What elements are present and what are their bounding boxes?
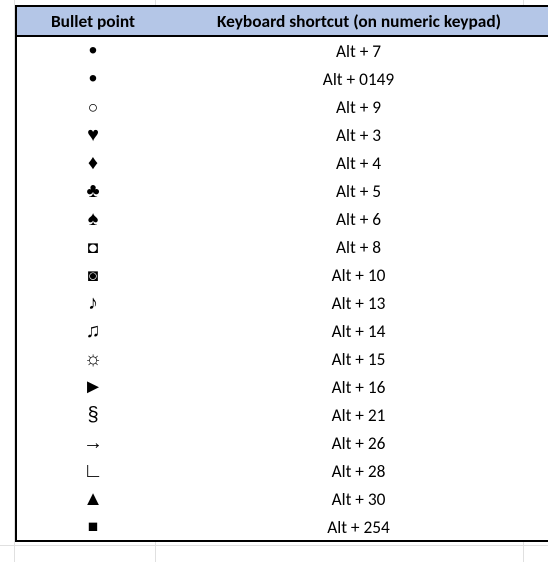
bullet-symbol-cell: ☼	[16, 345, 169, 373]
bullet-shortcut-table-wrap: Bullet pointKeyboard shortcut (on numeri…	[15, 5, 548, 542]
bullet-symbol-cell: §	[16, 401, 169, 429]
shortcut-cell: Alt + 3	[169, 121, 548, 149]
bullet-symbol-cell: ♫	[16, 317, 169, 345]
shortcut-cell: Alt + 26	[169, 429, 548, 457]
shortcut-cell: Alt + 5	[169, 177, 548, 205]
table-row: ■Alt + 254	[16, 513, 548, 541]
bullet-symbol-cell: ◙	[16, 261, 169, 289]
bullet-symbol-cell: ■	[16, 513, 169, 541]
shortcut-cell: Alt + 15	[169, 345, 548, 373]
table-row: ◘Alt + 8	[16, 233, 548, 261]
bullet-symbol-cell: ∟	[16, 457, 169, 485]
table-row: →Alt + 26	[16, 429, 548, 457]
table-row: ∟Alt + 28	[16, 457, 548, 485]
bullet-symbol-cell: ♥	[16, 121, 169, 149]
table-header-row: Bullet pointKeyboard shortcut (on numeri…	[16, 6, 548, 36]
table-row: ☼Alt + 15	[16, 345, 548, 373]
table-row: ♠Alt + 6	[16, 205, 548, 233]
shortcut-cell: Alt + 8	[169, 233, 548, 261]
bullet-symbol-cell: •	[16, 65, 169, 93]
shortcut-cell: Alt + 4	[169, 149, 548, 177]
table-row: §Alt + 21	[16, 401, 548, 429]
shortcut-cell: Alt + 0149	[169, 65, 548, 93]
bullet-symbol-cell: ♦	[16, 149, 169, 177]
bullet-symbol-cell: →	[16, 429, 169, 457]
table-row: ♪Alt + 13	[16, 289, 548, 317]
table-row: ♦Alt + 4	[16, 149, 548, 177]
table-row: ▲Alt + 30	[16, 485, 548, 513]
table-row: •Alt + 0149	[16, 65, 548, 93]
bullet-symbol-cell: ♠	[16, 205, 169, 233]
bullet-symbol-cell: ♪	[16, 289, 169, 317]
bullet-symbol-cell: •	[16, 36, 169, 65]
shortcut-cell: Alt + 28	[169, 457, 548, 485]
table-row: ♫Alt + 14	[16, 317, 548, 345]
shortcut-cell: Alt + 16	[169, 373, 548, 401]
shortcut-cell: Alt + 9	[169, 93, 548, 121]
shortcut-cell: Alt + 6	[169, 205, 548, 233]
shortcut-cell: Alt + 30	[169, 485, 548, 513]
col-header-bullet: Bullet point	[16, 6, 169, 36]
table-row: •Alt + 7	[16, 36, 548, 65]
table-header: Bullet pointKeyboard shortcut (on numeri…	[16, 6, 548, 36]
shortcut-cell: Alt + 21	[169, 401, 548, 429]
shortcut-cell: Alt + 7	[169, 36, 548, 65]
table-row: ♣Alt + 5	[16, 177, 548, 205]
bullet-symbol-cell: ▲	[16, 485, 169, 513]
bullet-shortcut-table: Bullet pointKeyboard shortcut (on numeri…	[15, 5, 548, 542]
table-row: ○Alt + 9	[16, 93, 548, 121]
bullet-symbol-cell: ◘	[16, 233, 169, 261]
table-row: ◙Alt + 10	[16, 261, 548, 289]
shortcut-cell: Alt + 10	[169, 261, 548, 289]
shortcut-cell: Alt + 254	[169, 513, 548, 541]
col-header-shortcut: Keyboard shortcut (on numeric keypad)	[169, 6, 548, 36]
spreadsheet-region: Bullet pointKeyboard shortcut (on numeri…	[0, 0, 548, 562]
table-row: ►Alt + 16	[16, 373, 548, 401]
table-body: •Alt + 7•Alt + 0149○Alt + 9♥Alt + 3♦Alt …	[16, 36, 548, 541]
shortcut-cell: Alt + 14	[169, 317, 548, 345]
bullet-symbol-cell: ►	[16, 373, 169, 401]
table-row: ♥Alt + 3	[16, 121, 548, 149]
bullet-symbol-cell: ♣	[16, 177, 169, 205]
bullet-symbol-cell: ○	[16, 93, 169, 121]
shortcut-cell: Alt + 13	[169, 289, 548, 317]
